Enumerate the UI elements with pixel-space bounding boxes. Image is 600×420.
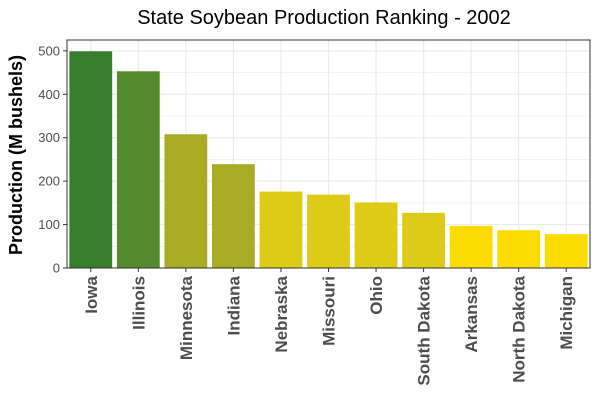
y-tick-label: 500 [38,43,60,58]
x-tick-label: Iowa [82,275,101,313]
bar-illinois [116,71,160,268]
x-tick-label: Michigan [557,276,576,350]
bar-missouri [307,194,350,268]
bar-arkansas [449,225,493,268]
bar-south-dakota [402,212,445,268]
bar-michigan [544,234,588,268]
y-tick-label: 0 [53,261,60,276]
y-tick-label: 400 [38,87,60,102]
x-tick-label: Illinois [129,276,148,330]
bar-minnesota [164,134,208,268]
chart-title: State Soybean Production Ranking - 2002 [137,7,511,29]
y-tick-label: 300 [38,130,60,145]
x-tick-label: Minnesota [177,275,196,360]
y-ticks: 0 100 200 300 400 500 [38,43,67,276]
x-tick-label: Indiana [224,275,243,335]
bars-layer [69,51,588,268]
bar-nebraska [259,191,303,268]
x-tick-label: Missouri [320,276,339,346]
bar-ohio [354,202,398,268]
y-axis-label: Production (M bushels) [6,55,26,255]
bar-indiana [212,164,255,268]
x-tick-label: Arkansas [462,276,481,353]
x-tick-label: North Dakota [510,275,529,382]
bar-iowa [69,51,113,268]
bar-north-dakota [497,230,541,268]
y-tick-label: 200 [38,174,60,189]
x-tick-label: South Dakota [415,275,434,385]
x-ticks: Iowa Illinois Minnesota Indiana Nebraska Miss… [82,268,576,386]
x-tick-label: Ohio [367,276,386,315]
y-tick-label: 100 [38,217,60,232]
x-tick-label: Nebraska [272,275,291,352]
